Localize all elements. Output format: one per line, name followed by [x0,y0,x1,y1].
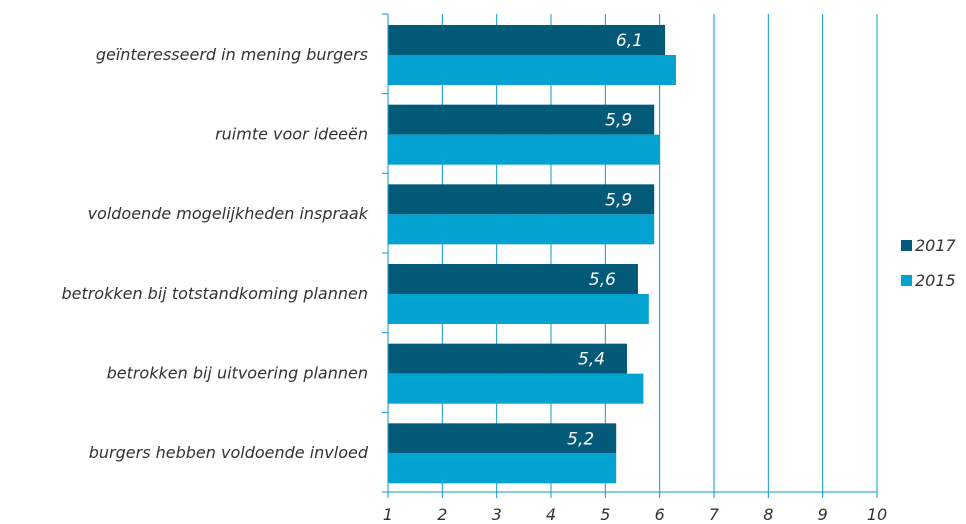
data-label-2017-2: 5,9 [605,111,632,131]
legend-label-2017: 2017 [915,235,956,255]
data-label-2017-3: 5,9 [605,190,632,210]
legend-label-2015: 2015 [915,270,956,290]
x-tick-label-8: 8 [763,505,773,524]
gridlines [441,14,878,492]
bar-2015-5 [388,373,644,404]
x-tick-label-1: 1 [383,505,393,524]
bar-2017-2 [388,104,655,135]
category-label-5: betrokken bij uitvoering plannen [107,364,368,383]
x-tick-label-2: 2 [437,505,447,524]
data-label-2017-1: 6,1 [616,31,643,51]
x-tick-label-3: 3 [492,505,502,524]
category-label-2: ruimte voor ideeën [215,125,368,144]
bar-2015-3 [388,214,655,245]
bar-2015-2 [388,134,660,165]
x-tick-labels: 1 2 3 4 5 6 7 8 9 10 [383,505,887,524]
x-tick-label-9: 9 [818,505,828,524]
bar-2017-5 [388,343,628,374]
bar-2015-6 [388,453,617,484]
bar-2017-3 [388,184,655,215]
data-labels: 6,1 5,9 5,9 5,6 5,4 5,2 [567,31,643,449]
bars [388,25,676,484]
category-labels: geïnteresseerd in mening burgers ruimte v… [61,45,368,462]
legend-swatch-2017 [901,239,912,251]
legend: 2017 2015 [901,235,956,305]
category-label-1: geïnteresseerd in mening burgers [96,45,368,64]
bar-2015-1 [388,55,676,85]
category-label-4: betrokken bij totstandkoming plannen [61,284,368,303]
bar-2017-1 [388,25,666,55]
x-tick-label-4: 4 [546,505,556,524]
legend-item-2017: 2017 [901,235,956,255]
x-tick-label-5: 5 [600,505,610,524]
x-tick-label-7: 7 [709,505,720,524]
x-tick-label-6: 6 [655,505,665,524]
x-tick-label-10: 10 [867,505,887,524]
data-label-2017-6: 5,2 [567,429,594,449]
bar-2017-6 [388,423,617,454]
data-label-2017-5: 5,4 [578,350,605,370]
category-label-3: voldoende mogelijkheden inspraak [88,204,369,223]
axes [382,13,878,498]
bar-2017-4 [388,264,638,294]
legend-item-2015: 2015 [901,270,956,290]
category-label-6: burgers hebben voldoende invloed [89,443,369,462]
bar-2015-4 [388,294,649,324]
data-label-2017-4: 5,6 [589,270,616,290]
legend-swatch-2015 [901,274,912,286]
